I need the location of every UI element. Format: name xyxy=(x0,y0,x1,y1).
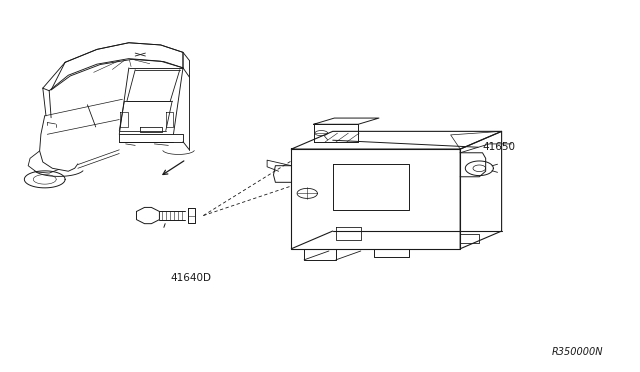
Text: R350000N: R350000N xyxy=(552,347,604,357)
Text: 41650: 41650 xyxy=(483,142,515,152)
Text: 41640D: 41640D xyxy=(171,273,212,283)
